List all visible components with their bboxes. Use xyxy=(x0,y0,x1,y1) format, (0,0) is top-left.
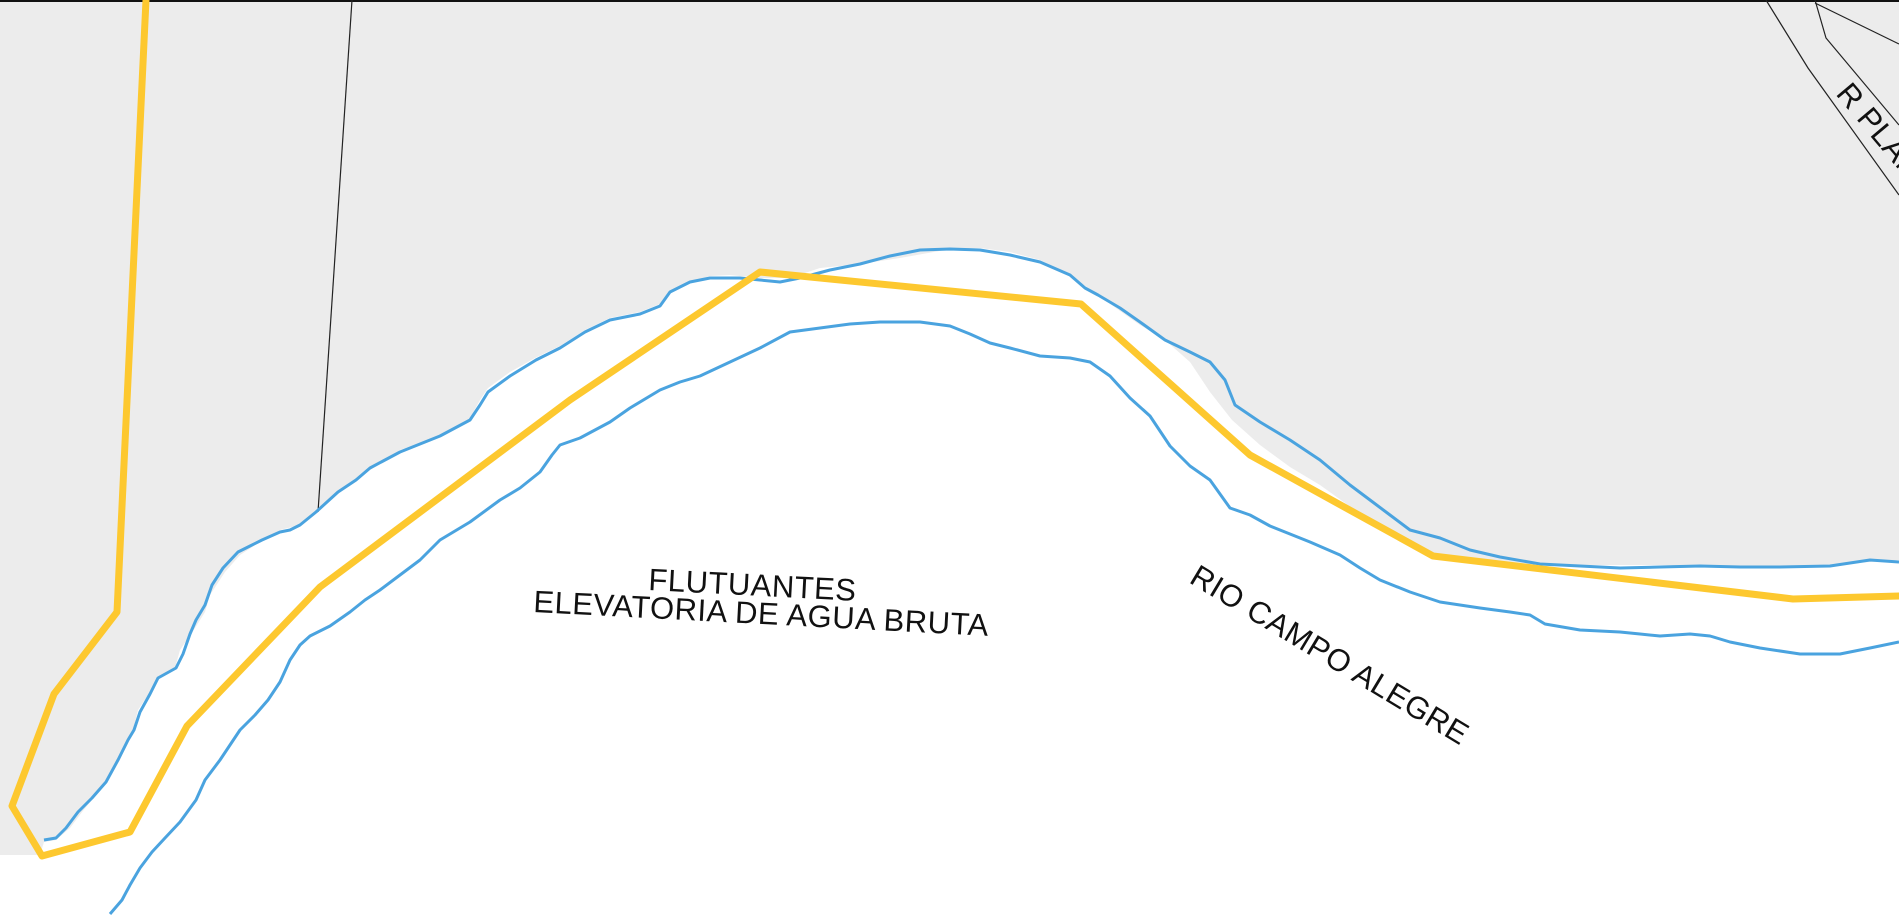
boundary-line xyxy=(8,0,1899,860)
parcel-line-ne-2 xyxy=(1814,0,1899,126)
parcel-line-vertical xyxy=(317,0,353,513)
land-area xyxy=(0,0,1899,855)
parcel-line-ne-1 xyxy=(1765,0,1899,196)
riverbank-north xyxy=(43,247,1899,842)
riverbank-south xyxy=(108,320,1899,915)
parcel-line-ne-3 xyxy=(1814,2,1899,45)
label-river-name: RIO CAMPO ALEGRE xyxy=(1184,558,1475,752)
